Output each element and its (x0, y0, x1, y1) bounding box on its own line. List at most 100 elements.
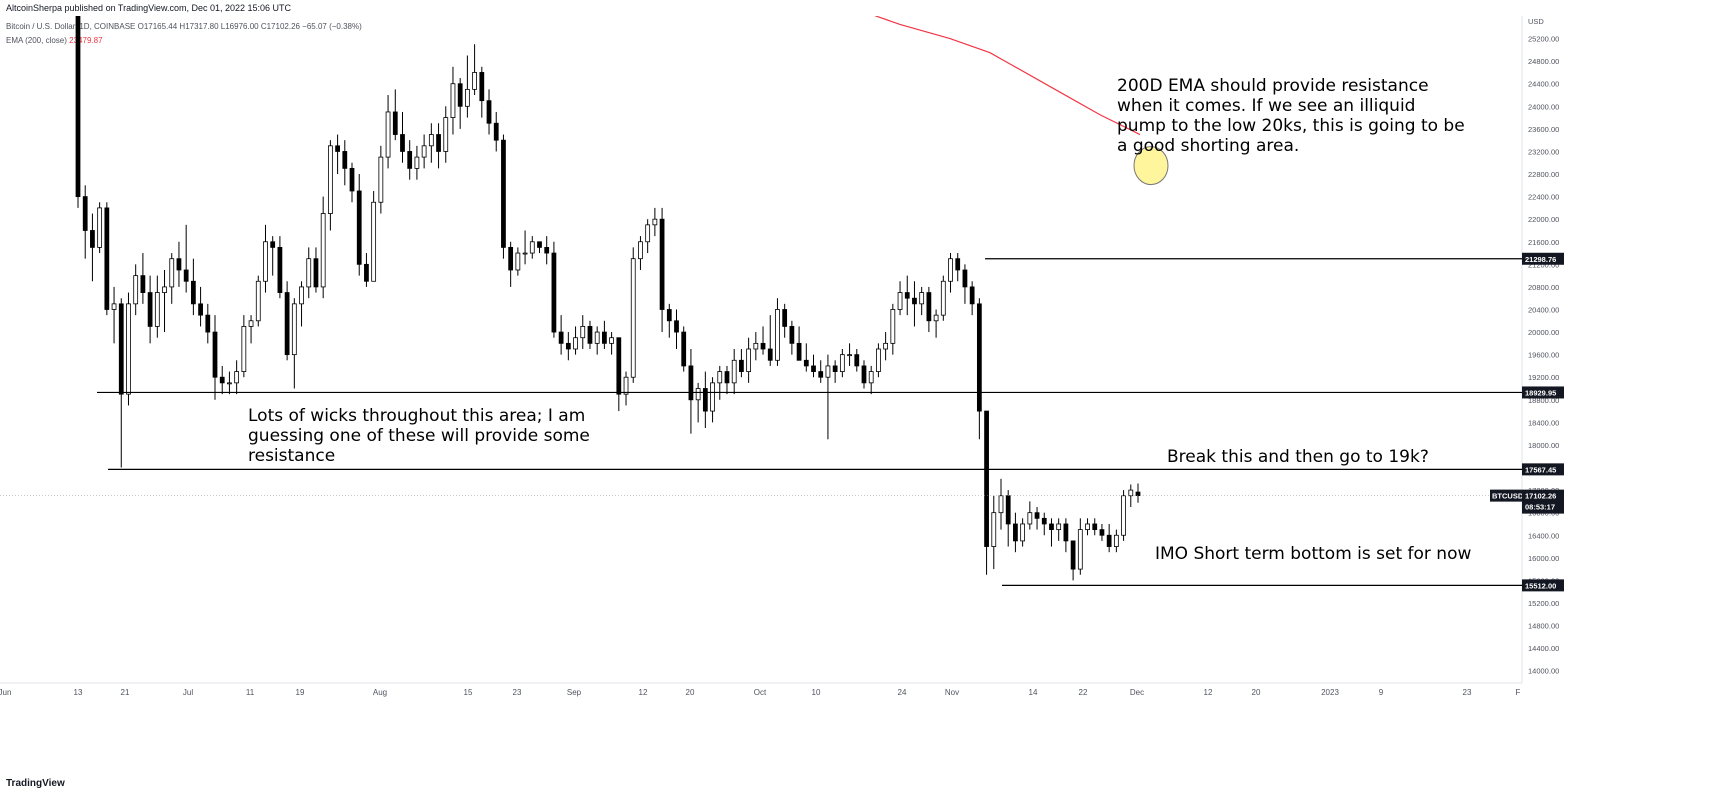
candle-down (205, 314, 211, 333)
candle-down (190, 280, 196, 305)
candle-up (1077, 529, 1083, 570)
candle-down (861, 365, 867, 384)
candle-down (349, 167, 355, 192)
last-price-value: 17102.26 (1525, 492, 1556, 501)
price-tick-label: 18000.00 (1528, 441, 1559, 450)
candle-down (1041, 517, 1047, 525)
last-price-tag (1522, 489, 1564, 514)
candle-down (955, 258, 961, 271)
candle-down (681, 331, 687, 367)
candle-up (868, 371, 874, 384)
price-tick-label: 20800.00 (1528, 283, 1559, 292)
time-tick-label: 12 (1204, 688, 1213, 697)
candle-up (371, 201, 377, 282)
candle-down (969, 286, 975, 305)
candle-up (753, 342, 759, 350)
candle-down (277, 247, 283, 293)
annotation-ema-note: 200D EMA should provide resistance (1117, 76, 1429, 96)
candle-down (782, 309, 788, 327)
candle-down (183, 269, 189, 282)
ema-value: 23479.87 (69, 36, 103, 45)
price-tick-label: 18800.00 (1528, 396, 1559, 405)
candle-up (421, 145, 427, 158)
candle-up (573, 337, 578, 350)
candle-down (364, 263, 369, 282)
price-tick-label: 23200.00 (1528, 147, 1559, 156)
candle-down (904, 292, 910, 299)
time-tick-label: 22 (1079, 688, 1088, 697)
candle-down (457, 83, 463, 107)
candle-up (154, 292, 160, 327)
candle-up (234, 371, 240, 384)
price-tick-label: 14800.00 (1528, 622, 1559, 631)
candle-up (306, 258, 312, 288)
time-tick-label: 23 (1463, 688, 1472, 697)
candle-up (515, 252, 521, 271)
candle-down (356, 190, 362, 265)
candle-up (609, 337, 614, 344)
price-tick-label: 21200.00 (1528, 260, 1559, 269)
candle-up (594, 331, 600, 344)
candle-down (1106, 534, 1112, 547)
candle-up (1121, 495, 1126, 536)
candle-down (558, 331, 564, 344)
time-tick-label: 19 (296, 688, 305, 697)
candle-up (623, 376, 629, 395)
candle-down (176, 258, 182, 271)
time-tick-label: 12 (639, 688, 648, 697)
candle-down (1049, 523, 1054, 531)
candle-down (1013, 523, 1018, 542)
time-tick-label: 21 (121, 688, 130, 697)
price-tick-label: 18400.00 (1528, 418, 1559, 427)
candle-down (82, 196, 88, 231)
candle-down (1099, 529, 1105, 536)
candle-up (825, 365, 831, 378)
level-tag-label: 17567.45 (1525, 465, 1556, 474)
candle-up (839, 354, 845, 372)
candle-down (486, 100, 492, 124)
candle-down (342, 151, 348, 169)
candle-down (479, 72, 485, 102)
candle-down (976, 303, 982, 412)
time-tick-label: 9 (1379, 688, 1384, 697)
candle-up (299, 286, 304, 305)
candle-up (450, 83, 456, 118)
candle-down (854, 354, 860, 367)
candle-up (241, 326, 247, 372)
candle-up (428, 134, 434, 147)
candle-up (263, 241, 268, 282)
candle-up (731, 359, 737, 384)
candle-up (695, 388, 701, 401)
chart-area[interactable]: 14000.0014400.0014800.0015200.0015600.00… (0, 16, 1680, 759)
candle-down (565, 342, 571, 350)
candle-up (378, 156, 384, 203)
candle-up (710, 382, 715, 412)
ema-legend: EMA (200, close) 23479.87 (6, 34, 362, 48)
time-tick-label: 23 (513, 688, 522, 697)
price-tick-label: 24000.00 (1528, 102, 1559, 111)
candle-down (789, 326, 795, 344)
level-tag-label: 21298.76 (1525, 255, 1556, 264)
candle-up (883, 342, 889, 350)
candle-down (796, 342, 802, 361)
price-tick-label: 14000.00 (1528, 667, 1559, 676)
candle-down (926, 292, 932, 322)
annotation-wicks-note: Lots of wicks throughout this area; I am (248, 406, 585, 426)
candle-down (767, 348, 773, 361)
price-tick-label: 20400.00 (1528, 305, 1559, 314)
tradingview-logo: TradingView (6, 778, 65, 789)
candle-down (140, 275, 146, 293)
time-tick-label: 14 (1029, 688, 1038, 697)
price-tick-label: 22800.00 (1528, 170, 1559, 179)
price-tick-label: 22400.00 (1528, 193, 1559, 202)
price-tick-label: 14400.00 (1528, 644, 1559, 653)
candle-up (919, 292, 925, 305)
time-tick-label: Jul (183, 688, 193, 697)
symbol-info: Bitcoin / U.S. Dollar, 1D, COINBASE O171… (6, 22, 362, 31)
price-tick-label: 24400.00 (1528, 80, 1559, 89)
price-chart[interactable]: 14000.0014400.0014800.0015200.0015600.00… (0, 16, 1680, 759)
time-tick-label: Sep (567, 688, 582, 697)
time-tick-label: 24 (898, 688, 907, 697)
candle-down (436, 134, 441, 152)
price-tick-label: 23600.00 (1528, 125, 1559, 134)
